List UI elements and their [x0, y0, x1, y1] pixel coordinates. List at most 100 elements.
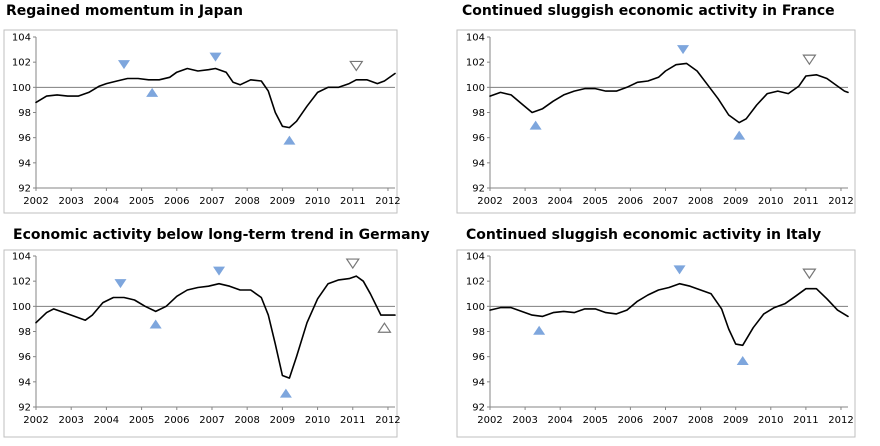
- y-tick-label: 100: [12, 83, 31, 94]
- y-tick-label: 104: [12, 252, 31, 263]
- y-tick-label: 104: [466, 252, 485, 263]
- peak-marker: [114, 279, 127, 289]
- trough-marker: [529, 120, 542, 130]
- y-tick-label: 94: [18, 377, 31, 388]
- series-line: [489, 282, 849, 347]
- x-tick-label: 2009: [723, 196, 748, 207]
- chart-title: Regained momentum in Japan: [6, 3, 244, 19]
- trough-marker: [733, 130, 746, 140]
- chart-frame: [456, 29, 856, 214]
- x-tick-label: 2007: [653, 415, 678, 426]
- x-tick-label: 2010: [758, 415, 783, 426]
- x-tick-label: 2012: [828, 196, 853, 207]
- x-tick-label: 2011: [793, 415, 818, 426]
- y-tick-label: 92: [472, 403, 485, 414]
- x-tick-label: 2009: [270, 415, 295, 426]
- y-tick-label: 98: [472, 327, 485, 338]
- y-tick-label: 94: [18, 158, 31, 169]
- y-tick-label: 98: [18, 108, 31, 119]
- trough-marker: [149, 319, 162, 329]
- x-tick-label: 2002: [477, 196, 502, 207]
- x-tick-label: 2010: [305, 196, 330, 207]
- x-tick-label: 2011: [340, 415, 365, 426]
- y-tick-label: 98: [18, 327, 31, 338]
- y-tick-label: 92: [472, 184, 485, 195]
- x-tick-label: 2008: [234, 415, 259, 426]
- y-tick-label: 102: [466, 58, 485, 69]
- line-chart-japan: 92 94 96 98 100 102 104 2002 2003 2004 2005 2006 200…: [3, 29, 401, 214]
- trough-marker: [279, 388, 292, 398]
- provisional-peak-marker: [345, 258, 360, 270]
- trough-marker: [736, 355, 749, 365]
- line-chart-italy: 92 94 96 98 100 102 104 2002 2003 2004 2005 2006 200…: [456, 249, 856, 438]
- peak-marker: [673, 265, 686, 275]
- x-tick-label: 2004: [94, 196, 119, 207]
- x-tick-label: 2006: [618, 415, 643, 426]
- chart-panel-italy: Continued sluggish economic activity in …: [440, 223, 880, 446]
- line-chart-france: 92 94 96 98 100 102 104 2002 2003 2004 2005 2006 200…: [456, 29, 856, 214]
- x-tick-label: 2005: [583, 196, 608, 207]
- y-tick-label: 94: [472, 158, 485, 169]
- y-tick-label: 92: [18, 184, 31, 195]
- peak-marker: [117, 60, 130, 70]
- x-tick-label: 2012: [828, 415, 853, 426]
- chart-title: Continued sluggish economic activity in …: [462, 3, 835, 19]
- x-tick-label: 2009: [723, 415, 748, 426]
- x-tick-label: 2005: [129, 196, 154, 207]
- y-tick-label: 92: [18, 403, 31, 414]
- series-line: [35, 275, 396, 379]
- x-tick-label: 2008: [688, 415, 713, 426]
- x-tick-label: 2006: [618, 196, 643, 207]
- y-tick-label: 102: [12, 58, 31, 69]
- series-line: [489, 62, 849, 124]
- chart-frame: [456, 249, 856, 438]
- x-tick-label: 2012: [375, 415, 400, 426]
- x-tick-label: 2008: [234, 196, 259, 207]
- x-tick-label: 2011: [793, 196, 818, 207]
- y-tick-label: 104: [466, 33, 485, 44]
- x-tick-label: 2005: [583, 415, 608, 426]
- chart-panel-france: Continued sluggish economic activity in …: [440, 0, 880, 223]
- x-tick-label: 2010: [758, 196, 783, 207]
- y-tick-label: 100: [466, 83, 485, 94]
- x-tick-label: 2003: [58, 415, 83, 426]
- x-tick-label: 2009: [270, 196, 295, 207]
- x-tick-label: 2005: [129, 415, 154, 426]
- x-tick-label: 2003: [58, 196, 83, 207]
- y-tick-label: 100: [12, 302, 31, 313]
- line-chart-germany: 92 94 96 98 100 102 104 2002 2003 2004 2005 2006 200…: [3, 249, 401, 438]
- chart-title: Continued sluggish economic activity in …: [466, 227, 822, 243]
- series-line: [35, 67, 396, 129]
- x-tick-label: 2002: [477, 415, 502, 426]
- x-tick-label: 2007: [653, 196, 678, 207]
- trough-marker: [146, 87, 159, 97]
- y-tick-label: 96: [18, 352, 31, 363]
- x-tick-label: 2004: [547, 196, 572, 207]
- x-tick-label: 2006: [164, 196, 189, 207]
- x-tick-label: 2007: [199, 196, 224, 207]
- provisional-trough-marker: [377, 322, 392, 333]
- x-tick-label: 2011: [340, 196, 365, 207]
- x-tick-label: 2006: [164, 415, 189, 426]
- provisional-peak-marker: [349, 60, 364, 72]
- x-tick-label: 2003: [512, 415, 537, 426]
- chart-title: Economic activity below long-term trend …: [13, 227, 430, 243]
- peak-marker: [677, 45, 690, 55]
- chart-panel-germany: Economic activity below long-term trend …: [0, 223, 440, 446]
- trough-marker: [283, 135, 296, 145]
- y-tick-label: 96: [472, 352, 485, 363]
- y-tick-label: 102: [12, 277, 31, 288]
- chart-frame: [3, 249, 398, 438]
- x-tick-label: 2012: [375, 196, 400, 207]
- x-tick-label: 2004: [547, 415, 572, 426]
- x-tick-label: 2003: [512, 196, 537, 207]
- x-tick-label: 2002: [23, 196, 48, 207]
- provisional-peak-marker: [802, 54, 817, 66]
- x-tick-label: 2008: [688, 196, 713, 207]
- y-tick-label: 94: [472, 377, 485, 388]
- y-tick-label: 96: [472, 133, 485, 144]
- peak-marker: [213, 266, 226, 276]
- chart-panel-japan: Regained momentum in Japan 92 94 96 98 100 10…: [0, 0, 440, 223]
- chart-frame: [3, 29, 398, 214]
- x-tick-label: 2007: [199, 415, 224, 426]
